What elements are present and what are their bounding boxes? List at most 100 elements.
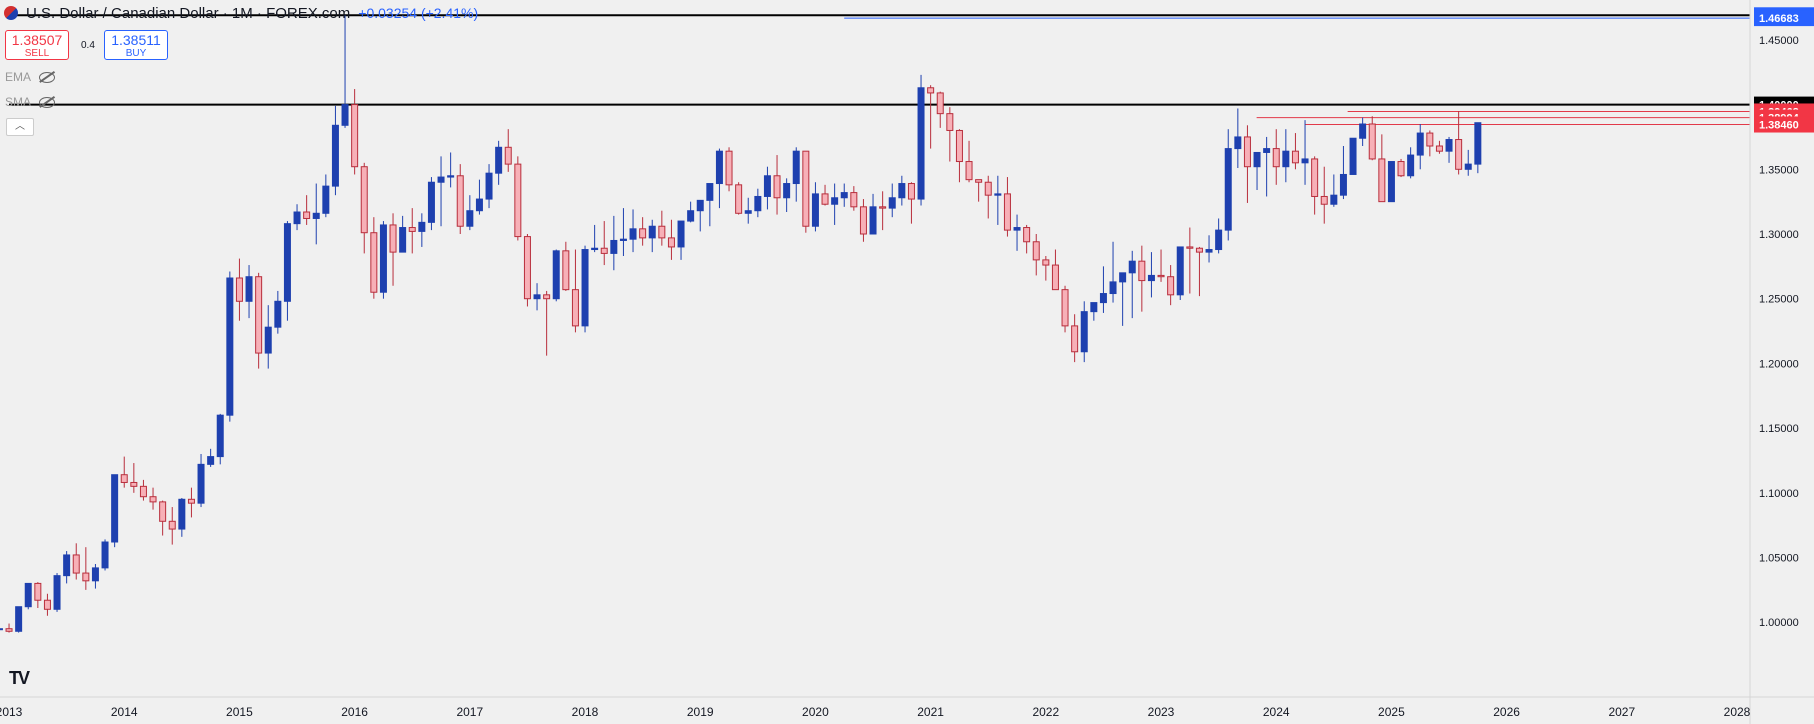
- candle-body: [917, 87, 925, 200]
- candle-body: [581, 249, 589, 327]
- price-label-text: 1.46683: [1759, 13, 1799, 25]
- hidden-eye-icon[interactable]: [39, 71, 56, 83]
- candle-body: [207, 456, 215, 465]
- candle-body: [274, 300, 282, 328]
- candle-body: [1167, 276, 1175, 296]
- price-tick-label: 1.15000: [1759, 423, 1799, 435]
- candle-body: [744, 210, 752, 214]
- time-tick-label: 2018: [572, 705, 599, 719]
- candle-body: [1282, 150, 1290, 168]
- candle-body: [1023, 227, 1031, 243]
- candle-body: [888, 197, 896, 209]
- candle-body: [485, 172, 493, 200]
- buy-label: BUY: [125, 48, 147, 59]
- candle-body: [677, 220, 685, 248]
- indicator-ema[interactable]: EMA: [5, 70, 56, 84]
- candle-body: [370, 232, 378, 293]
- candle-body: [648, 225, 656, 239]
- price-tick-label: 1.20000: [1759, 358, 1799, 370]
- symbol-title[interactable]: U.S. Dollar / Canadian Dollar · 1M · FOR…: [26, 4, 351, 22]
- candle-body: [447, 175, 455, 178]
- candle-body: [610, 239, 618, 254]
- candle-body: [792, 150, 800, 185]
- collapse-indicators-button[interactable]: ︿: [6, 118, 34, 136]
- indicator-sma-label: SMA: [5, 95, 32, 109]
- candle-body: [341, 104, 349, 126]
- candle-body: [946, 113, 954, 131]
- candle-body: [1157, 274, 1165, 278]
- candle-body: [5, 628, 13, 632]
- candle-body: [216, 414, 224, 458]
- indicator-ema-label: EMA: [5, 70, 32, 84]
- candle-body: [639, 228, 647, 239]
- time-axis[interactable]: 2013 2014 2015 2016 2017 2018 2019 2020 2021 2022…: [0, 696, 1814, 719]
- buy-button[interactable]: 1.38511 BUY: [104, 30, 168, 60]
- candle-body: [226, 277, 234, 416]
- candle-body: [34, 582, 42, 601]
- candle-body: [1234, 136, 1242, 150]
- candle-body: [1320, 195, 1328, 205]
- time-tick-label: 2027: [1608, 705, 1635, 719]
- candle-body: [658, 225, 666, 239]
- candle-body: [927, 87, 935, 94]
- candle-body: [82, 572, 90, 582]
- candle-body: [111, 474, 119, 543]
- candle-body: [706, 183, 714, 201]
- candle-body: [1205, 249, 1213, 253]
- candle-body: [504, 146, 512, 165]
- candle-body: [687, 210, 695, 222]
- candle-body: [255, 276, 263, 354]
- candle-body: [543, 294, 551, 300]
- candle-body: [1426, 132, 1434, 147]
- candle-body: [1099, 293, 1107, 304]
- candle-body: [619, 238, 627, 241]
- candle-body: [1387, 161, 1395, 203]
- hidden-eye-icon[interactable]: [39, 96, 56, 108]
- candle-body: [552, 250, 560, 300]
- candle-body: [1445, 139, 1453, 152]
- candle-body: [1128, 260, 1136, 274]
- price-axis[interactable]: 1.00000 1.05000 1.10000 1.15000 1.20000 1.250…: [1749, 0, 1814, 724]
- candle-body: [1090, 302, 1098, 313]
- candle-body: [1435, 145, 1443, 152]
- candle-body: [331, 124, 339, 187]
- candle-body: [72, 554, 80, 574]
- sell-price: 1.38507: [11, 32, 63, 48]
- candle-body: [427, 181, 435, 223]
- candle-body: [360, 166, 368, 234]
- candle-body: [1195, 247, 1203, 253]
- candle-body: [1474, 122, 1482, 165]
- sell-button[interactable]: 1.38507 SELL: [5, 30, 69, 60]
- time-tick-label: 2022: [1032, 705, 1059, 719]
- candle-body: [1272, 148, 1280, 168]
- candle-body: [1330, 194, 1338, 205]
- candle-body: [264, 326, 272, 354]
- time-tick-label: 2013: [0, 705, 23, 719]
- candle-body: [1080, 311, 1088, 353]
- candle-body: [859, 206, 867, 235]
- time-tick-label: 2016: [341, 705, 368, 719]
- candle-body: [322, 185, 330, 214]
- price-tick-label: 1.35000: [1759, 164, 1799, 176]
- candle-body: [850, 192, 858, 208]
- time-tick-label: 2028: [1724, 705, 1751, 719]
- candle-body: [245, 276, 253, 302]
- candle-body: [197, 463, 205, 504]
- price-tick-label: 1.25000: [1759, 294, 1799, 306]
- candle-body: [1464, 163, 1472, 170]
- price-tick-label: 1.00000: [1759, 617, 1799, 629]
- price-tick-label: 1.05000: [1759, 553, 1799, 565]
- time-tick-label: 2014: [111, 705, 138, 719]
- indicator-sma[interactable]: SMA: [5, 95, 56, 109]
- candle-body: [1407, 154, 1415, 177]
- candle-body: [1071, 325, 1079, 353]
- candle-body: [1301, 158, 1309, 164]
- candle-body: [1224, 148, 1232, 231]
- candle-body: [63, 554, 71, 577]
- candle-body: [53, 575, 61, 610]
- candle-body: [821, 193, 829, 205]
- candle-body: [1042, 259, 1050, 266]
- candle-body: [1147, 274, 1155, 282]
- candle-body: [1349, 137, 1357, 175]
